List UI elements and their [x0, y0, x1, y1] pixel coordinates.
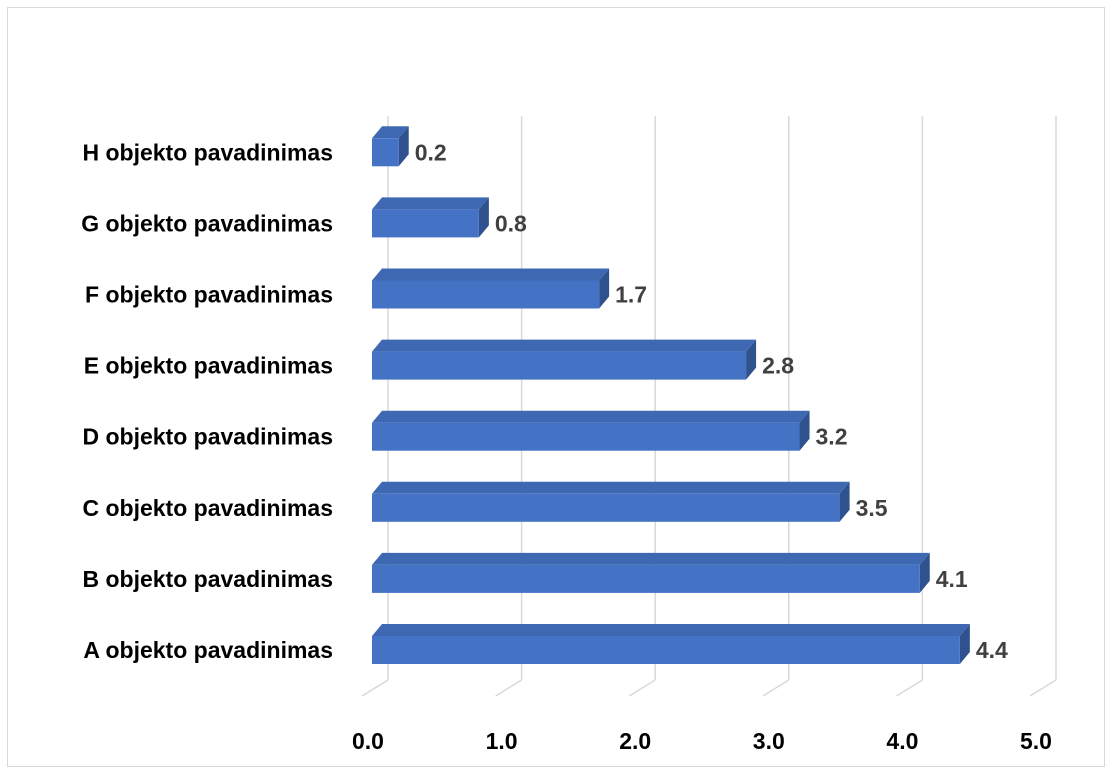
bar-front-face [372, 209, 479, 238]
data-label: 3.5 [856, 495, 888, 521]
bar-front-face [372, 280, 600, 309]
x-axis-tick-labels: 0.0 1.0 2.0 3.0 4.0 5.0 [352, 728, 1052, 754]
x-tick-label: 4.0 [886, 728, 918, 754]
bar [372, 339, 757, 380]
category-label: F objekto pavadinimas [85, 282, 333, 308]
x-tick-label: 0.0 [352, 728, 384, 754]
bar-side-face [799, 410, 810, 451]
bar-side-face [599, 268, 610, 309]
floor-gridline [896, 679, 923, 697]
bar-top-face [372, 410, 810, 423]
floor-gridline [495, 679, 522, 697]
bar-top-face [372, 481, 850, 494]
bar-top-face [372, 268, 610, 281]
bar-side-face [398, 126, 409, 167]
data-label: 4.1 [936, 566, 968, 592]
bar-side-face [959, 624, 970, 664]
x-tick-label: 5.0 [1020, 728, 1052, 754]
category-label: D objekto pavadinimas [82, 424, 333, 450]
category-label: A objekto pavadinimas [83, 637, 333, 663]
bar [372, 481, 850, 522]
bar [372, 552, 930, 593]
bar-front-face [372, 422, 800, 451]
bar-front-face [372, 351, 747, 380]
bar-front-face [372, 564, 920, 593]
floor-gridline [628, 679, 656, 697]
bar-top-face [372, 126, 409, 139]
category-label: G objekto pavadinimas [81, 210, 333, 236]
bar-top-face [372, 197, 489, 210]
floor-gridline [361, 679, 389, 697]
category-labels: A objekto pavadinimas B objekto pavadinim… [81, 139, 333, 663]
bar-top-face [372, 339, 757, 352]
bar-side-face [478, 197, 489, 238]
category-label: E objekto pavadinimas [84, 353, 333, 379]
data-label: 0.8 [495, 210, 527, 236]
category-label: H objekto pavadinimas [82, 139, 333, 165]
data-label: 2.8 [762, 353, 794, 379]
category-label: B objekto pavadinimas [82, 566, 333, 592]
x-tick-label: 2.0 [619, 728, 651, 754]
bar [372, 268, 610, 309]
data-label: 3.2 [816, 424, 848, 450]
x-tick-label: 3.0 [753, 728, 785, 754]
bar-top-face [372, 552, 930, 565]
bar-top-face [372, 624, 970, 636]
data-labels: 4.4 4.1 3.5 3.2 2.8 1.7 0.8 0.2 [415, 139, 1008, 663]
bar [372, 410, 810, 451]
bar-front-face [372, 636, 960, 664]
bar-front-face [372, 493, 840, 522]
category-label: C objekto pavadinimas [82, 495, 333, 521]
floor-gridline [762, 679, 790, 697]
bar-front-face [372, 138, 399, 167]
floor-gridline [1029, 679, 1057, 697]
bar-side-face [746, 339, 757, 380]
data-label: 1.7 [615, 282, 647, 308]
bar-side-face [919, 552, 930, 593]
bars [372, 126, 970, 664]
x-tick-label: 1.0 [486, 728, 518, 754]
data-label: 0.2 [415, 139, 447, 165]
bar [372, 624, 970, 664]
bar-side-face [839, 481, 850, 522]
data-label: 4.4 [976, 637, 1008, 663]
bar [372, 126, 409, 167]
bar [372, 197, 489, 238]
